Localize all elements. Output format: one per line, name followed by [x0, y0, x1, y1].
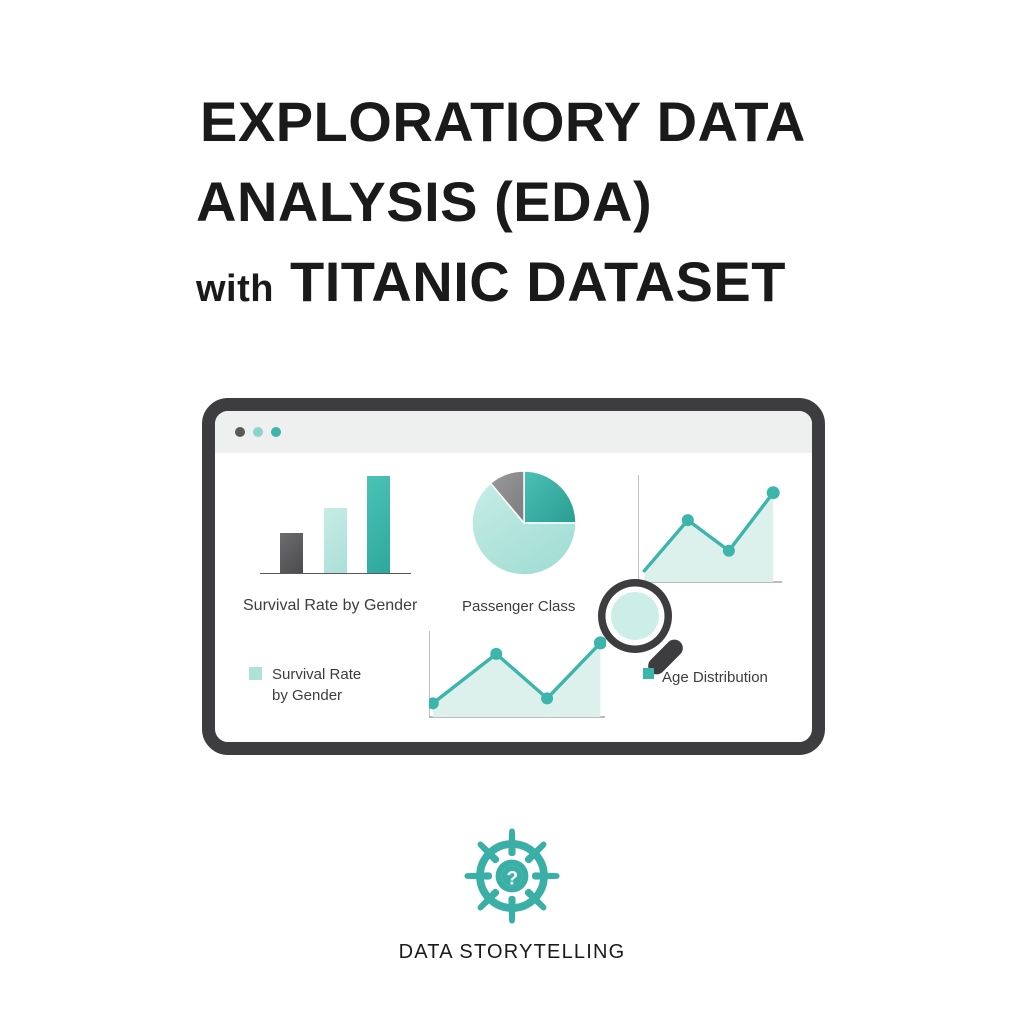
- svg-text:?: ?: [506, 869, 518, 890]
